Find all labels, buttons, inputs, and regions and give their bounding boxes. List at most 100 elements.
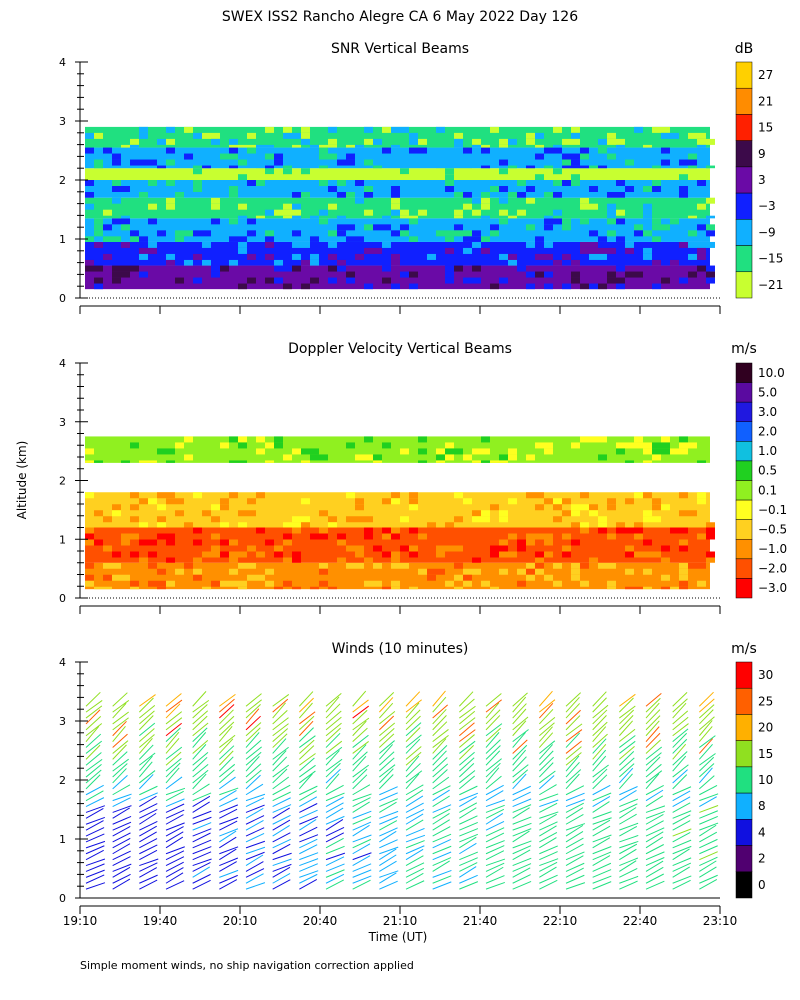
wind-barb xyxy=(325,758,343,772)
heatmap-cell xyxy=(409,138,418,145)
wind-barb xyxy=(192,715,208,731)
heatmap-cell xyxy=(292,253,301,260)
heatmap-cell xyxy=(283,522,292,528)
heatmap-cell xyxy=(544,253,553,260)
heatmap-cell xyxy=(400,271,409,278)
heatmap-cell xyxy=(499,454,508,461)
wind-barb xyxy=(592,743,607,760)
heatmap-cell xyxy=(661,574,670,581)
heatmap-cell xyxy=(607,504,616,511)
colorbar-swatch xyxy=(735,578,753,599)
heatmap-cell xyxy=(436,126,445,133)
heatmap-cell xyxy=(391,562,400,569)
heatmap-cell xyxy=(274,545,283,552)
wind-barb xyxy=(565,874,585,884)
wind-barb xyxy=(325,750,340,766)
heatmap-cell xyxy=(526,174,535,180)
heatmap-cell xyxy=(688,562,697,569)
wind-barb xyxy=(165,731,180,748)
wind-barb xyxy=(112,711,129,725)
heatmap-cell xyxy=(310,448,319,455)
heatmap-cell xyxy=(490,551,499,558)
heatmap-cell xyxy=(310,236,319,242)
heatmap-cell xyxy=(535,533,544,540)
wind-barb xyxy=(379,740,395,754)
heatmap-cell xyxy=(247,132,256,139)
wind-barb xyxy=(379,848,397,861)
heatmap-cell xyxy=(175,192,184,198)
heatmap-cell xyxy=(598,138,607,145)
colorbar-label: −0.1 xyxy=(758,503,787,517)
heatmap-cell xyxy=(679,539,688,546)
wind-barb xyxy=(165,803,185,813)
heatmap-cell xyxy=(706,215,715,219)
heatmap-cell xyxy=(337,265,346,272)
heatmap-cell xyxy=(265,277,274,284)
heatmap-cell xyxy=(580,283,589,290)
heatmap-cell xyxy=(661,448,670,455)
wind-barb xyxy=(645,756,661,772)
wind-barb xyxy=(192,727,208,743)
heatmap-cell xyxy=(346,271,355,278)
heatmap-cell xyxy=(679,586,688,590)
wind-barb xyxy=(645,827,665,837)
heatmap-cell xyxy=(382,498,391,505)
heatmap-cell xyxy=(211,545,220,552)
heatmap-cell xyxy=(481,215,490,219)
heatmap-cell xyxy=(247,174,256,180)
wind-barb xyxy=(85,784,104,796)
heatmap-cell xyxy=(535,132,544,139)
wind-barb xyxy=(298,739,315,754)
wind-barb xyxy=(112,856,131,866)
wind-barb xyxy=(85,691,101,707)
heatmap-cell xyxy=(418,460,427,463)
heatmap-cell xyxy=(499,277,508,284)
wind-barb xyxy=(245,827,265,837)
heatmap-cell xyxy=(454,132,463,139)
heatmap-cell xyxy=(409,271,418,278)
wind-barb xyxy=(485,775,502,790)
heatmap-cell xyxy=(499,539,508,546)
heatmap-cell xyxy=(418,138,427,145)
wind-barb xyxy=(112,850,131,861)
wind-barb xyxy=(698,738,714,754)
wind-barb xyxy=(165,826,184,837)
heatmap-cell xyxy=(85,562,94,569)
colorbar-label: 15 xyxy=(758,747,773,761)
wind-barb xyxy=(299,818,317,831)
heatmap-cell xyxy=(706,230,715,237)
wind-barb xyxy=(512,867,531,878)
wind-barb xyxy=(405,755,420,772)
colorbar-swatch xyxy=(735,382,753,403)
wind-barb xyxy=(432,845,452,855)
wind-barb xyxy=(192,816,212,825)
heatmap-cell xyxy=(400,224,409,231)
wind-barb xyxy=(672,848,690,861)
wind-barb xyxy=(432,769,448,784)
heatmap-cell xyxy=(238,283,247,290)
wind-barb xyxy=(698,767,713,784)
heatmap-cell xyxy=(139,557,148,563)
wind-barb xyxy=(272,733,288,748)
heatmap-cell xyxy=(193,557,202,563)
heatmap-cell xyxy=(490,230,499,237)
wind-barb xyxy=(645,860,664,872)
wind-barb xyxy=(405,727,421,743)
heatmap-cell xyxy=(337,159,346,166)
heatmap-cell xyxy=(454,545,463,552)
wind-barb xyxy=(565,824,584,837)
y-tick-label: 1 xyxy=(59,833,66,846)
heatmap-cell xyxy=(553,144,562,148)
heatmap-cell xyxy=(688,442,697,449)
wind-barb xyxy=(699,735,716,748)
heatmap-cell xyxy=(292,215,301,219)
wind-barb xyxy=(432,819,450,831)
heatmap-cell xyxy=(391,492,400,499)
wind-barb xyxy=(192,858,212,867)
heatmap-cell xyxy=(292,522,301,528)
heatmap-cell xyxy=(247,545,256,552)
heatmap-cell xyxy=(679,574,688,581)
wind-barb xyxy=(485,739,501,754)
heatmap-cell xyxy=(265,230,274,237)
